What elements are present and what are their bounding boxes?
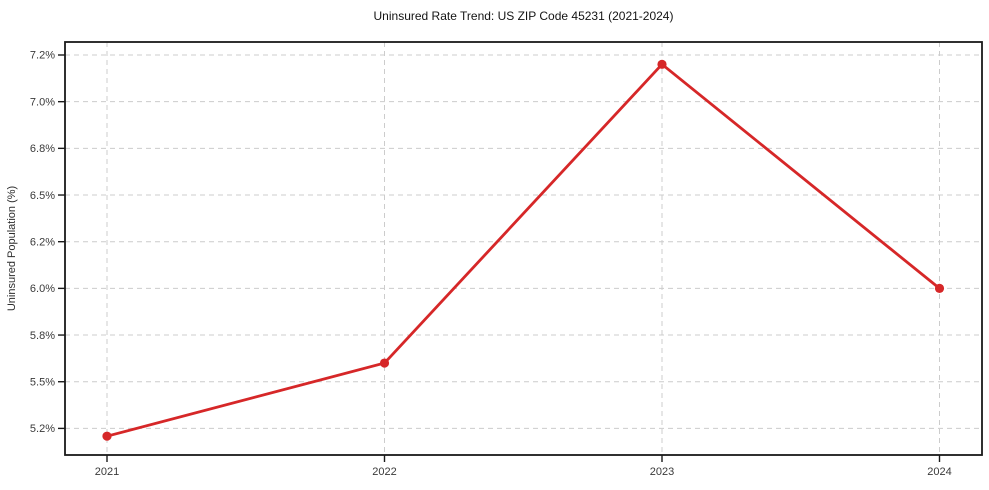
trend-line bbox=[105, 62, 941, 438]
x-tick-label: 2023 bbox=[650, 466, 674, 478]
y-tick-label: 7.2% bbox=[30, 50, 55, 62]
trend-line-series bbox=[102, 59, 945, 441]
chart-title: Uninsured Rate Trend: US ZIP Code 45231 … bbox=[374, 9, 674, 23]
data-point-2022 bbox=[379, 358, 390, 368]
y-tick-label: 5.2% bbox=[30, 423, 55, 435]
gridlines bbox=[65, 42, 982, 455]
x-tick-label: 2021 bbox=[95, 466, 119, 478]
y-tick-label: 5.5% bbox=[30, 376, 55, 388]
y-axis-title: Uninsured Population (%) bbox=[6, 186, 18, 311]
x-tick-label: 2024 bbox=[927, 466, 951, 478]
y-tick-label: 6.0% bbox=[30, 283, 55, 295]
y-tick-label: 6.8% bbox=[30, 143, 55, 155]
x-tick-label: 2022 bbox=[372, 466, 396, 478]
y-tick-label: 7.0% bbox=[30, 96, 55, 108]
y-tick-label: 5.8% bbox=[30, 330, 55, 342]
data-point-2024 bbox=[934, 283, 945, 293]
y-tick-label: 6.5% bbox=[30, 190, 55, 202]
data-point-2021 bbox=[102, 431, 112, 441]
axes: 5.2% 5.5% 5.8% 6.0% 6.2% 6.5% 6.8% 7.0% 7.2% 2021… bbox=[30, 50, 952, 478]
plot-border bbox=[64, 41, 983, 456]
y-tick-label: 6.2% bbox=[30, 236, 55, 248]
data-point-2023 bbox=[657, 59, 667, 69]
